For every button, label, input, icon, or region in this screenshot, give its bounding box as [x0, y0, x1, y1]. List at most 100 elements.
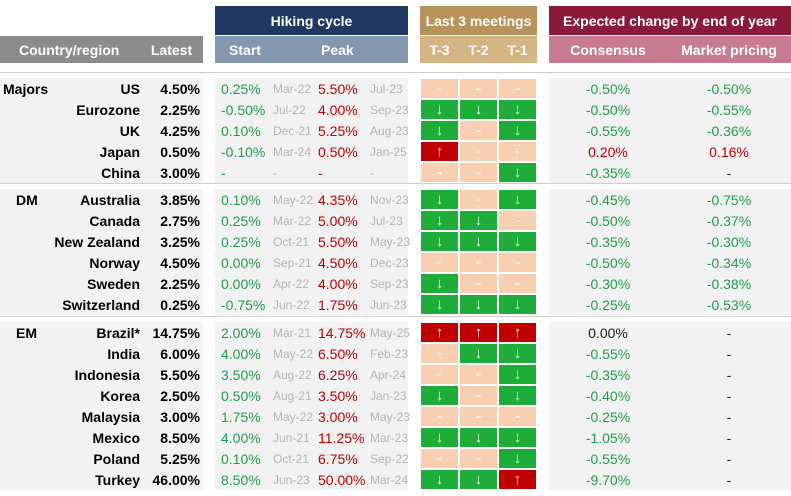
consensus-value: 0.20%: [588, 143, 628, 160]
peak-rate: 50.00%: [318, 471, 366, 488]
meeting-t1-flat-icon: -: [498, 78, 537, 99]
country-name: Australia: [80, 191, 140, 208]
start-rate: 2.00%: [221, 324, 261, 341]
consensus-value: -0.50%: [585, 101, 631, 118]
meeting-t3-flat-icon: -: [420, 162, 459, 183]
latest-rate: 5.25%: [160, 450, 200, 467]
meeting-t2-flat-icon: -: [459, 406, 498, 427]
peak-date: Aug-23: [370, 123, 409, 138]
country-name: Norway: [89, 254, 140, 271]
peak-date: Jan-23: [370, 388, 407, 403]
country-name: Canada: [89, 212, 140, 229]
consensus-value: 0.00%: [588, 324, 628, 341]
meeting-t3-down-icon: ↓: [420, 120, 459, 141]
peak-rate: 5.25%: [318, 122, 358, 139]
start-date: Aug-21: [273, 388, 312, 403]
meeting-t3-down-icon: ↓: [420, 99, 459, 120]
peak-date: -: [370, 165, 374, 180]
group-background: [549, 322, 791, 490]
meeting-t3-flat-icon: -: [420, 406, 459, 427]
market-pricing-value: -0.50%: [706, 80, 752, 97]
peak-date: Apr-24: [370, 367, 407, 382]
market-pricing-value: -: [726, 387, 732, 404]
meeting-t2-down-icon: ↓: [459, 469, 498, 490]
start-date: Jun-23: [273, 472, 310, 487]
start-date: Dec-21: [273, 123, 312, 138]
start-rate: 0.50%: [221, 387, 261, 404]
country-name: Indonesia: [74, 366, 140, 383]
latest-rate: 4.50%: [160, 254, 200, 271]
meeting-t1-down-icon: ↓: [498, 427, 537, 448]
market-pricing-value: 0.16%: [709, 143, 749, 160]
start-rate: 0.10%: [221, 122, 261, 139]
meeting-t3-down-icon: ↓: [420, 469, 459, 490]
meeting-t2-down-icon: ↓: [459, 231, 498, 252]
meeting-t3-down-icon: ↓: [420, 427, 459, 448]
start-date: Mar-22: [273, 213, 312, 228]
start-date: Mar-21: [273, 325, 312, 340]
meeting-t2-down-icon: ↓: [459, 294, 498, 315]
market-pricing-value: -: [726, 408, 732, 425]
peak-date: Jun-23: [370, 297, 407, 312]
meeting-t3-down-icon: ↓: [420, 210, 459, 231]
meeting-t2-up-icon: ↑: [459, 322, 498, 343]
country-name: Switzerland: [62, 296, 140, 313]
meeting-t3-flat-icon: -: [420, 343, 459, 364]
peak-date: Mar-23: [370, 430, 409, 445]
peak-rate: 14.75%: [318, 324, 366, 341]
start-date: Mar-24: [273, 144, 312, 159]
start-date: Aug-22: [273, 367, 312, 382]
peak-rate: 6.50%: [318, 345, 358, 362]
meeting-t3-up-icon: ↑: [420, 322, 459, 343]
latest-rate: 4.50%: [160, 80, 200, 97]
meeting-t3-down-icon: ↓: [420, 273, 459, 294]
country-name: Korea: [100, 387, 140, 404]
latest-rate: 6.00%: [160, 345, 200, 362]
meeting-t1-down-icon: ↓: [498, 189, 537, 210]
latest-rate: 2.75%: [160, 212, 200, 229]
latest-rate: 3.25%: [160, 233, 200, 250]
consensus-value: -0.50%: [585, 254, 631, 271]
peak-rate: 4.00%: [318, 101, 358, 118]
peak-date: Jul-23: [370, 213, 403, 228]
peak-column-header: Peak: [275, 36, 408, 63]
country-name: Brazil*: [96, 324, 140, 341]
latest-rate: 3.00%: [160, 408, 200, 425]
group-background: [0, 189, 203, 315]
market-pricing-value: -0.37%: [706, 212, 752, 229]
peak-date: Jul-23: [370, 81, 403, 96]
meeting-t2-down-icon: ↓: [459, 343, 498, 364]
peak-date: Nov-23: [370, 192, 409, 207]
country-name: US: [120, 80, 140, 97]
latest-rate: 0.25%: [160, 296, 200, 313]
start-rate: -0.10%: [221, 143, 266, 160]
peak-rate: 4.00%: [318, 275, 358, 292]
group-background: [215, 78, 408, 183]
country-name: UK: [119, 122, 140, 139]
market-pricing-value: -: [726, 345, 732, 362]
market-pricing-value: -0.53%: [706, 296, 752, 313]
peak-rate: 5.00%: [318, 212, 358, 229]
meeting-t3-down-icon: ↓: [420, 294, 459, 315]
start-rate: 0.00%: [221, 254, 261, 271]
consensus-column-header: Consensus: [549, 36, 667, 63]
group-background: [549, 78, 791, 183]
country-name: Turkey: [95, 471, 140, 488]
peak-rate: 3.50%: [318, 387, 358, 404]
start-rate: 3.50%: [221, 366, 261, 383]
latest-rate: 14.75%: [152, 324, 200, 341]
t2-column-header: T-2: [459, 36, 498, 63]
latest-rate: 2.25%: [160, 101, 200, 118]
group-separator: [0, 183, 791, 184]
meeting-t1-down-icon: ↓: [498, 343, 537, 364]
market-pricing-value: -0.30%: [706, 233, 752, 250]
start-date: Apr-22: [273, 276, 310, 291]
meeting-t2-flat-icon: -: [459, 252, 498, 273]
meeting-t2-flat-icon: -: [459, 78, 498, 99]
country-name: Sweden: [87, 275, 140, 292]
consensus-value: -0.50%: [585, 80, 631, 97]
latest-rate: 5.50%: [160, 366, 200, 383]
peak-date: Sep-22: [370, 451, 409, 466]
consensus-value: -9.70%: [585, 471, 631, 488]
start-rate: 0.25%: [221, 80, 261, 97]
